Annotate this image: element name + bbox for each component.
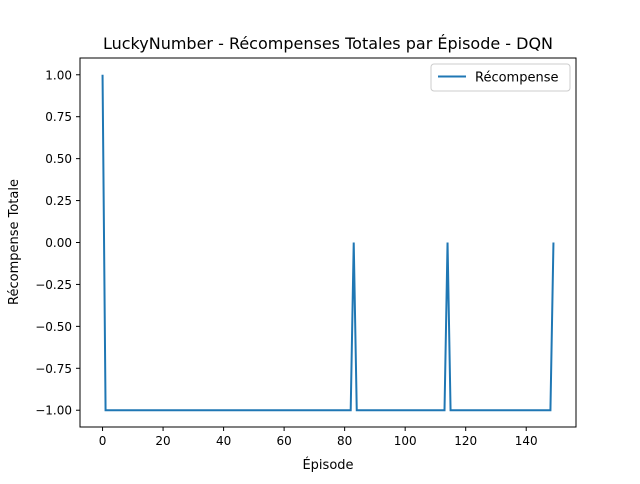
y-axis-label: Récompense Totale	[7, 179, 22, 305]
y-tick-label: −0.50	[35, 320, 72, 334]
x-axis-label: Épisode	[302, 457, 353, 473]
series-line-0	[101, 74, 555, 412]
y-tick-label: 1.00	[45, 68, 72, 82]
y-tick-label: 0.25	[45, 194, 72, 208]
y-tick-label: −1.00	[35, 404, 72, 418]
x-tick-label: 40	[216, 434, 231, 448]
legend: Récompense	[430, 63, 571, 92]
x-tick-label: 20	[155, 434, 170, 448]
x-tick-label: 120	[454, 434, 477, 448]
y-tick-label: −0.25	[35, 278, 72, 292]
y-axis: −1.00 −0.75 −0.50 −0.25 0.00 0.25 0.50 0.75 1.00	[35, 68, 80, 418]
chart-title: LuckyNumber - Récompenses Totales par Ép…	[103, 34, 553, 53]
x-axis: 0 20 40 60 80 100 120 140	[99, 427, 538, 448]
x-tick-label: 80	[337, 434, 352, 448]
y-tick-label: 0.75	[45, 110, 72, 124]
plot-area	[79, 57, 577, 428]
x-tick-label: 100	[394, 434, 417, 448]
legend-frame	[430, 63, 571, 92]
axes-background	[80, 58, 576, 427]
legend-label: Récompense	[475, 71, 558, 86]
x-tick-label: 140	[515, 434, 538, 448]
x-tick-label: 0	[99, 434, 107, 448]
y-tick-label: 0.50	[45, 152, 72, 166]
y-tick-label: 0.00	[45, 236, 72, 250]
y-tick-label: −0.75	[35, 362, 72, 376]
x-tick-label: 60	[276, 434, 291, 448]
